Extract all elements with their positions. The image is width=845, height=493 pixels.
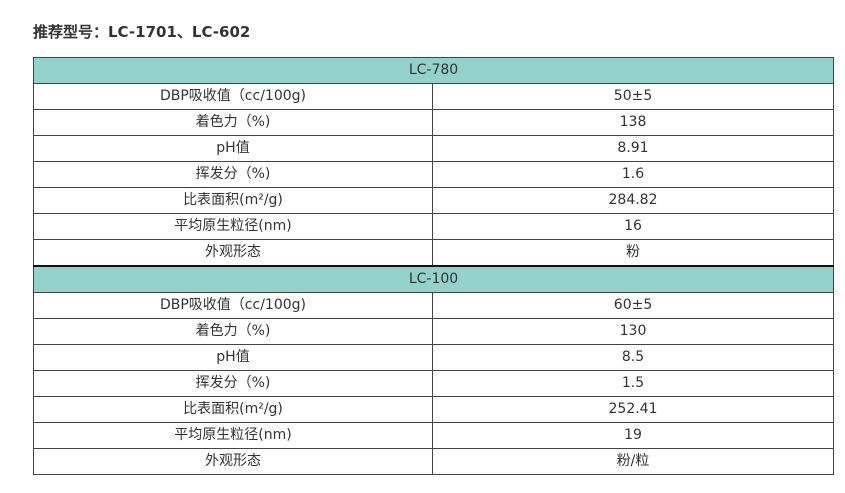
spec-label: 平均原生粒径(nm) — [33, 422, 433, 449]
spec-row: 着色力（%) 130 — [33, 318, 835, 345]
spec-table: LC-780 DBP吸收值（cc/100g) 50±5 着色力（%) 138 pH值 8.9… — [32, 57, 835, 475]
spec-row: 外观形态 粉/粒 — [33, 448, 835, 475]
spec-row: DBP吸收值（cc/100g) 50±5 — [33, 83, 835, 110]
spec-label: pH值 — [33, 344, 433, 371]
model-row: LC-780 — [32, 57, 835, 84]
spec-row: DBP吸收值（cc/100g) 60±5 — [33, 292, 835, 319]
spec-label: 挥发分（%) — [33, 370, 433, 397]
spec-label: 外观形态 — [33, 448, 433, 475]
table-body: LC-780 DBP吸收值（cc/100g) 50±5 着色力（%) 138 pH值 8.9… — [32, 57, 835, 475]
spec-row: pH值 8.91 — [33, 135, 835, 162]
spec-value: 粉 — [431, 239, 835, 267]
spec-label: 着色力（%) — [33, 109, 433, 136]
spec-row: 平均原生粒径(nm) 19 — [33, 422, 835, 449]
spec-value: 8.91 — [431, 135, 835, 162]
spec-value: 252.41 — [431, 396, 835, 423]
spec-value: 19 — [431, 422, 835, 449]
spec-row: 外观形态粉 — [33, 239, 835, 267]
spec-row: 着色力（%) 138 — [33, 109, 835, 136]
spec-value: 粉/粒 — [431, 448, 835, 475]
spec-label: DBP吸收值（cc/100g) — [33, 292, 433, 319]
spec-row: 挥发分（%) 1.5 — [33, 370, 835, 397]
spec-label: 挥发分（%) — [33, 161, 433, 188]
model-name: LC-780 — [32, 57, 835, 84]
spec-value: 8.5 — [431, 344, 835, 371]
page-title: 推荐型号：LC-1701、LC-602 — [33, 23, 251, 41]
spec-row: pH值 8.5 — [33, 344, 835, 371]
spec-value: 1.6 — [431, 161, 835, 188]
spec-row: 平均原生粒径(nm) 16 — [33, 213, 835, 240]
spec-value: 16 — [431, 213, 835, 240]
spec-label: 比表面积(m²/g) — [33, 187, 433, 214]
spec-value: 50±5 — [431, 83, 835, 110]
spec-label: 平均原生粒径(nm) — [33, 213, 433, 240]
spec-label: 着色力（%) — [33, 318, 433, 345]
spec-label: 比表面积(m²/g) — [33, 396, 433, 423]
spec-label: 外观形态 — [33, 239, 433, 267]
spec-row: 比表面积(m²/g) 252.41 — [33, 396, 835, 423]
spec-value: 1.5 — [431, 370, 835, 397]
spec-value: 60±5 — [431, 292, 835, 319]
spec-value: 130 — [431, 318, 835, 345]
model-name: LC-100 — [32, 265, 835, 293]
spec-row: 挥发分（%) 1.6 — [33, 161, 835, 188]
spec-row: 比表面积(m²/g) 284.82 — [33, 187, 835, 214]
spec-value: 138 — [431, 109, 835, 136]
model-row: LC-100 — [32, 265, 835, 293]
spec-value: 284.82 — [431, 187, 835, 214]
spec-label: DBP吸收值（cc/100g) — [33, 83, 433, 110]
spec-label: pH值 — [33, 135, 433, 162]
